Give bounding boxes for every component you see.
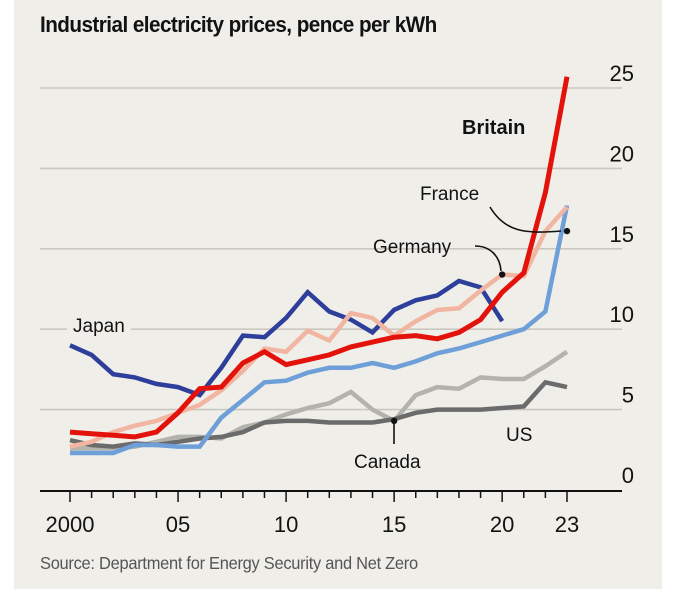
series-label-britain: Britain: [462, 117, 525, 139]
series-line-britain: [69, 76, 570, 440]
series-line-japan: [69, 278, 505, 398]
series-label-france: France: [420, 184, 479, 205]
series-label-japan: Japan: [73, 316, 125, 337]
series-line-germany: [69, 205, 569, 449]
annotation-dot-germany: [498, 271, 506, 278]
series-annotations: Britain France Germany Japan Canada US: [67, 117, 571, 473]
label-background: [67, 316, 131, 337]
y-tick-label: 5: [622, 383, 634, 408]
series-label-germany: Germany: [373, 237, 452, 258]
x-tick-label: 23: [555, 512, 579, 537]
x-tick-label: 10: [274, 512, 298, 537]
y-tick-label: 15: [610, 222, 634, 247]
annotation-leader-germany: [474, 245, 502, 272]
series-line-france: [70, 204, 570, 456]
x-tick-label: 15: [382, 512, 406, 537]
annotation-dot-france: [563, 227, 571, 235]
y-axis-labels: 0 5 10 15 20 25: [610, 61, 634, 488]
series-label-us: US: [506, 425, 532, 446]
series-label-canada: Canada: [354, 452, 421, 473]
y-tick-label: 10: [610, 302, 634, 327]
x-axis: 2000 05 10 15 20 23: [40, 490, 622, 537]
x-tick-label: 20: [490, 512, 514, 537]
x-tick-label: 2000: [46, 512, 95, 537]
y-tick-label: 25: [610, 61, 634, 86]
annotation-leader-france: [489, 206, 562, 233]
annotation-dot-canada: [390, 417, 398, 425]
chart-title: Industrial electricity prices, pence per…: [40, 12, 437, 37]
source-note: Source: Department for Energy Security a…: [40, 553, 418, 573]
x-tick-label: 05: [166, 512, 190, 537]
series-lines: [69, 76, 570, 456]
y-tick-label: 0: [622, 463, 634, 488]
y-tick-label: 20: [610, 141, 634, 166]
